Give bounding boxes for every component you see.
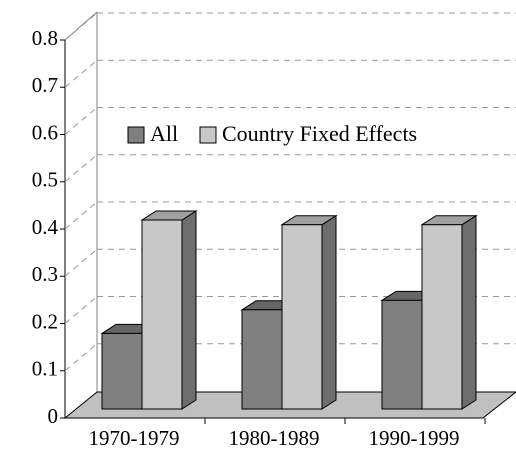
bar [381,299,423,410]
legend: All Country Fixed Effects [127,121,417,146]
bar-side [461,214,477,410]
legend-swatch [127,126,145,144]
legend-swatch [199,126,217,144]
x-tick-label: 1990-1999 [369,426,460,450]
bar [241,309,283,410]
y-tick-label: 0 [48,404,59,428]
wall-edge [64,11,98,41]
y-tick-label: 0.3 [32,262,58,286]
bar [141,219,183,410]
grid-line [64,107,98,135]
bar-side [321,214,337,410]
grid-line [64,343,98,372]
x-tick-label: 1970-1979 [89,426,180,450]
grid-line [64,154,98,183]
grid-line [64,12,98,41]
grid-line [64,248,98,277]
grid-line [64,296,98,324]
bar-side [181,210,197,410]
grid-line [64,201,98,230]
y-tick-label: 0.6 [32,120,58,144]
y-tick-label: 0.5 [32,168,58,192]
y-tick-label: 0.7 [32,73,58,97]
bar [281,224,323,410]
bar [101,332,143,410]
grid-line [64,59,98,88]
legend-label: All [150,121,178,146]
bar [421,224,463,410]
y-tick-label: 0.2 [32,309,58,333]
x-tick-label: 1980-1989 [229,426,320,450]
y-tick-label: 0.8 [32,26,58,50]
y-tick-label: 0.4 [32,215,59,239]
y-tick-label: 0.1 [32,357,58,381]
legend-label: Country Fixed Effects [222,121,417,146]
